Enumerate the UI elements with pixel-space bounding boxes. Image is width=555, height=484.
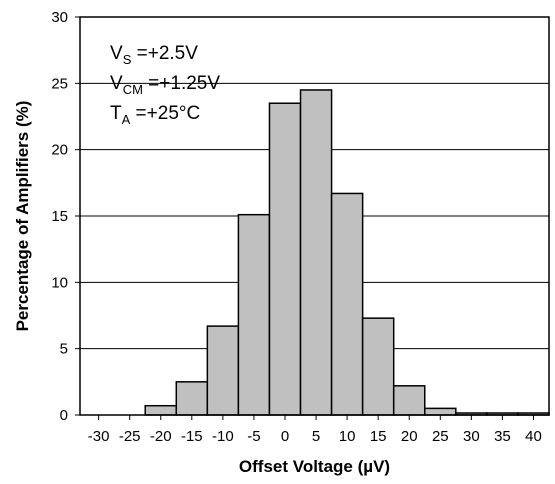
y-tick-label: 15 [51,208,68,225]
x-tick-label: 10 [339,428,356,445]
histogram-bar [206,325,240,416]
conditions-annotation: VS =+2.5V VCM =+1.25V TA =+25°C [110,43,220,127]
histogram-bar [237,213,271,416]
x-tick-label: 0 [281,428,289,445]
condition-line: VCM =+1.25V [110,73,220,97]
x-tick-label: -20 [150,428,172,445]
y-tick-label: 5 [60,341,68,358]
x-tick-label: -10 [212,428,234,445]
x-tick-label: 40 [525,428,542,445]
y-tick-label: 20 [51,142,68,159]
x-tick-label: 30 [463,428,480,445]
y-tick-label: 30 [51,9,68,26]
y-tick-label: 10 [51,274,68,291]
x-tick-label: -5 [247,428,260,445]
x-tick-label: 20 [401,428,418,445]
histogram-bar [144,404,178,416]
y-tick-label: 25 [51,75,68,92]
histogram-bar [268,102,302,416]
histogram-bars [144,89,550,416]
histogram-bar [330,192,364,416]
x-axis-title: Offset Voltage (µV) [239,457,390,476]
y-tick-label: 0 [60,407,68,424]
histogram-bar [424,407,457,416]
histogram-bar [175,381,209,416]
x-tick-label: 5 [312,428,320,445]
condition-line: TA =+25°C [110,103,200,127]
histogram-bar [299,89,333,416]
x-axis-ticks: -30 -25 -20 -15 -10 -5 0 5 10 15 20 25 30 35 40 [88,415,542,445]
condition-line: VS =+2.5V [110,43,198,67]
x-tick-label: 25 [432,428,449,445]
x-tick-label: -30 [88,428,110,445]
x-tick-label: -15 [181,428,203,445]
y-axis-ticks: 0 5 10 15 20 25 30 [51,9,80,424]
x-tick-label: 15 [370,428,387,445]
histogram-bar [392,385,426,416]
y-axis-title: Percentage of Amplifiers (%) [13,101,32,332]
x-tick-label: -25 [119,428,141,445]
histogram-bar [361,317,395,416]
x-tick-label: 35 [494,428,511,445]
